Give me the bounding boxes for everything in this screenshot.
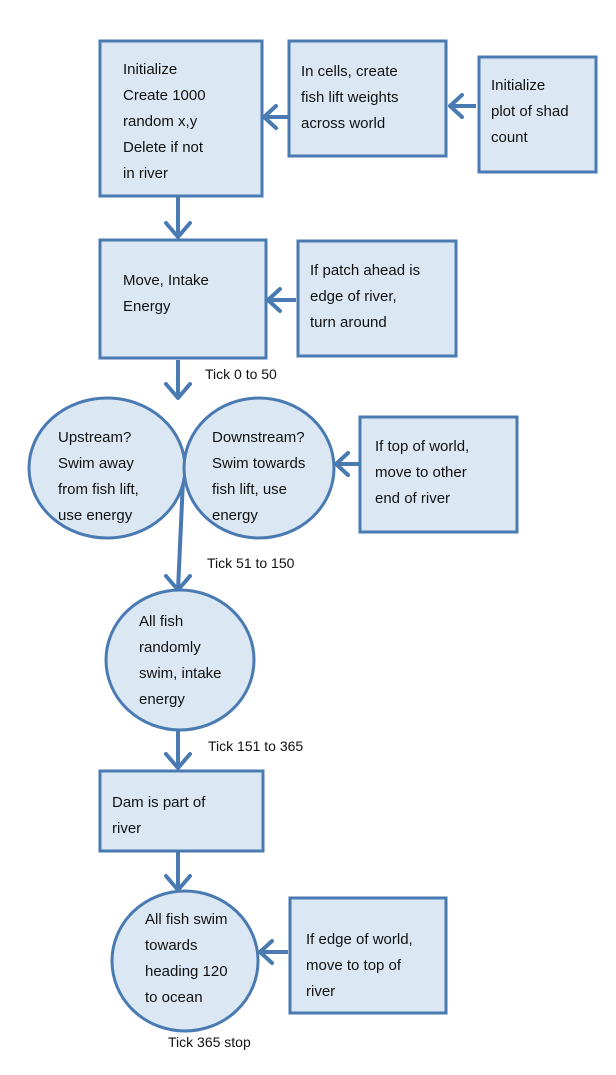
node-downstream-line-3: fish lift, use [212,481,287,498]
node-plot: Initialize plot of shad count [477,55,598,174]
node-dam-text: Dam is part of river [112,794,210,837]
node-topworld-line-1: If top of world, [375,438,469,455]
node-edge-text: If edge of world, move to top of river [306,931,417,1000]
node-init-box [98,39,264,198]
node-ocean-shape [110,889,260,1033]
node-random-shape [104,588,256,732]
node-random-line-3: swim, intake [139,665,222,682]
node-random-line-2: randomly [139,639,201,656]
tick-label-4: Tick 365 stop [168,1034,251,1050]
node-weights-line-3: across world [301,115,385,132]
node-topworld-line-3: end of river [375,490,450,507]
node-weights-text: In cells, create fish lift weights acros… [301,63,403,132]
node-init-line-4: Delete if not [123,139,204,156]
node-move-line-1: Move, Intake [123,272,209,289]
node-topworld-box [358,415,519,534]
node-edge-line-1: If edge of world, [306,931,413,948]
node-weights: In cells, create fish lift weights acros… [287,39,448,158]
node-weights-line-1: In cells, create [301,63,398,80]
node-patch-text: If patch ahead is edge of river, turn ar… [310,262,424,331]
node-plot-line-2: plot of shad [491,103,569,120]
node-weights-box [287,39,448,158]
node-ocean-text: All fish swim towards heading 120 to oce… [145,911,232,1006]
tick-label-2: Tick 51 to 150 [207,555,295,571]
node-upstream-line-4: use energy [58,507,133,524]
node-move: Move, Intake Energy [98,238,268,360]
node-init-line-3: random x,y [123,113,198,130]
node-downstream-shape [182,396,336,540]
arrowhead-patch-to-move [266,287,282,313]
node-dam-line-2: river [112,820,141,837]
node-downstream-line-1: Downstream? [212,429,305,446]
node-move-box [98,238,268,360]
node-init-line-2: Create 1000 [123,87,206,104]
node-patch-line-3: turn around [310,314,387,331]
node-topworld: If top of world, move to other end of ri… [358,415,519,534]
node-edge-box [288,896,448,1015]
node-downstream-text: Downstream? Swim towards fish lift, use … [212,429,310,524]
node-init-line-5: in river [123,165,168,182]
node-dam-line-1: Dam is part of [112,794,206,811]
node-upstream-line-2: Swim away [58,455,134,472]
node-downstream-line-4: energy [212,507,258,524]
node-random: All fish randomly swim, intake energy [104,588,256,732]
node-init-line-1: Initialize [123,61,177,78]
node-ocean-line-3: heading 120 [145,963,228,980]
node-random-line-1: All fish [139,613,183,630]
arrowhead-random-to-dam [164,752,192,770]
node-downstream: Downstream? Swim towards fish lift, use … [182,396,336,540]
node-ocean-line-2: towards [145,937,198,954]
tick-label-1: Tick 0 to 50 [205,366,277,382]
node-random-line-4: energy [139,691,185,708]
node-upstream-text: Upstream? Swim away from fish lift, use … [58,429,143,524]
node-edge-line-3: river [306,983,335,1000]
node-topworld-line-2: move to other [375,464,467,481]
node-edge-line-2: move to top of [306,957,402,974]
node-topworld-text: If top of world, move to other end of ri… [375,438,473,507]
node-edge: If edge of world, move to top of river [288,896,448,1015]
node-init-text: Initialize Create 1000 random x,y Delete… [123,61,210,182]
node-patch-box [296,239,458,358]
node-ocean: All fish swim towards heading 120 to oce… [110,889,260,1033]
arrow-branch-to-random [176,479,185,591]
node-patch-line-2: edge of river, [310,288,397,305]
arrowhead-weights-to-init [262,104,278,130]
node-dam: Dam is part of river [98,769,265,853]
node-downstream-line-2: Swim towards [212,455,305,472]
arrowhead-plot-to-weights [448,93,464,119]
arrowhead-edge-to-ocean [258,939,274,965]
node-move-text: Move, Intake Energy [123,272,213,315]
arrowhead-init-to-move [164,221,192,239]
tick-label-3: Tick 151 to 365 [208,738,303,754]
node-upstream-line-3: from fish lift, [58,481,139,498]
node-random-text: All fish randomly swim, intake energy [139,613,226,708]
node-plot-box [477,55,598,174]
node-weights-line-2: fish lift weights [301,89,399,106]
node-upstream: Upstream? Swim away from fish lift, use … [27,396,187,540]
node-upstream-line-1: Upstream? [58,429,131,446]
node-patch: If patch ahead is edge of river, turn ar… [296,239,458,358]
arrowhead-move-to-branch [164,382,192,400]
node-ocean-line-1: All fish swim [145,911,228,928]
node-plot-line-1: Initialize [491,77,545,94]
node-plot-text: Initialize plot of shad count [491,77,573,146]
node-move-line-2: Energy [123,298,171,315]
arrowhead-topworld-to-downstream [334,451,350,477]
node-dam-box [98,769,265,853]
node-patch-line-1: If patch ahead is [310,262,420,279]
node-ocean-line-4: to ocean [145,989,203,1006]
node-init: Initialize Create 1000 random x,y Delete… [98,39,264,198]
node-plot-line-3: count [491,129,529,146]
